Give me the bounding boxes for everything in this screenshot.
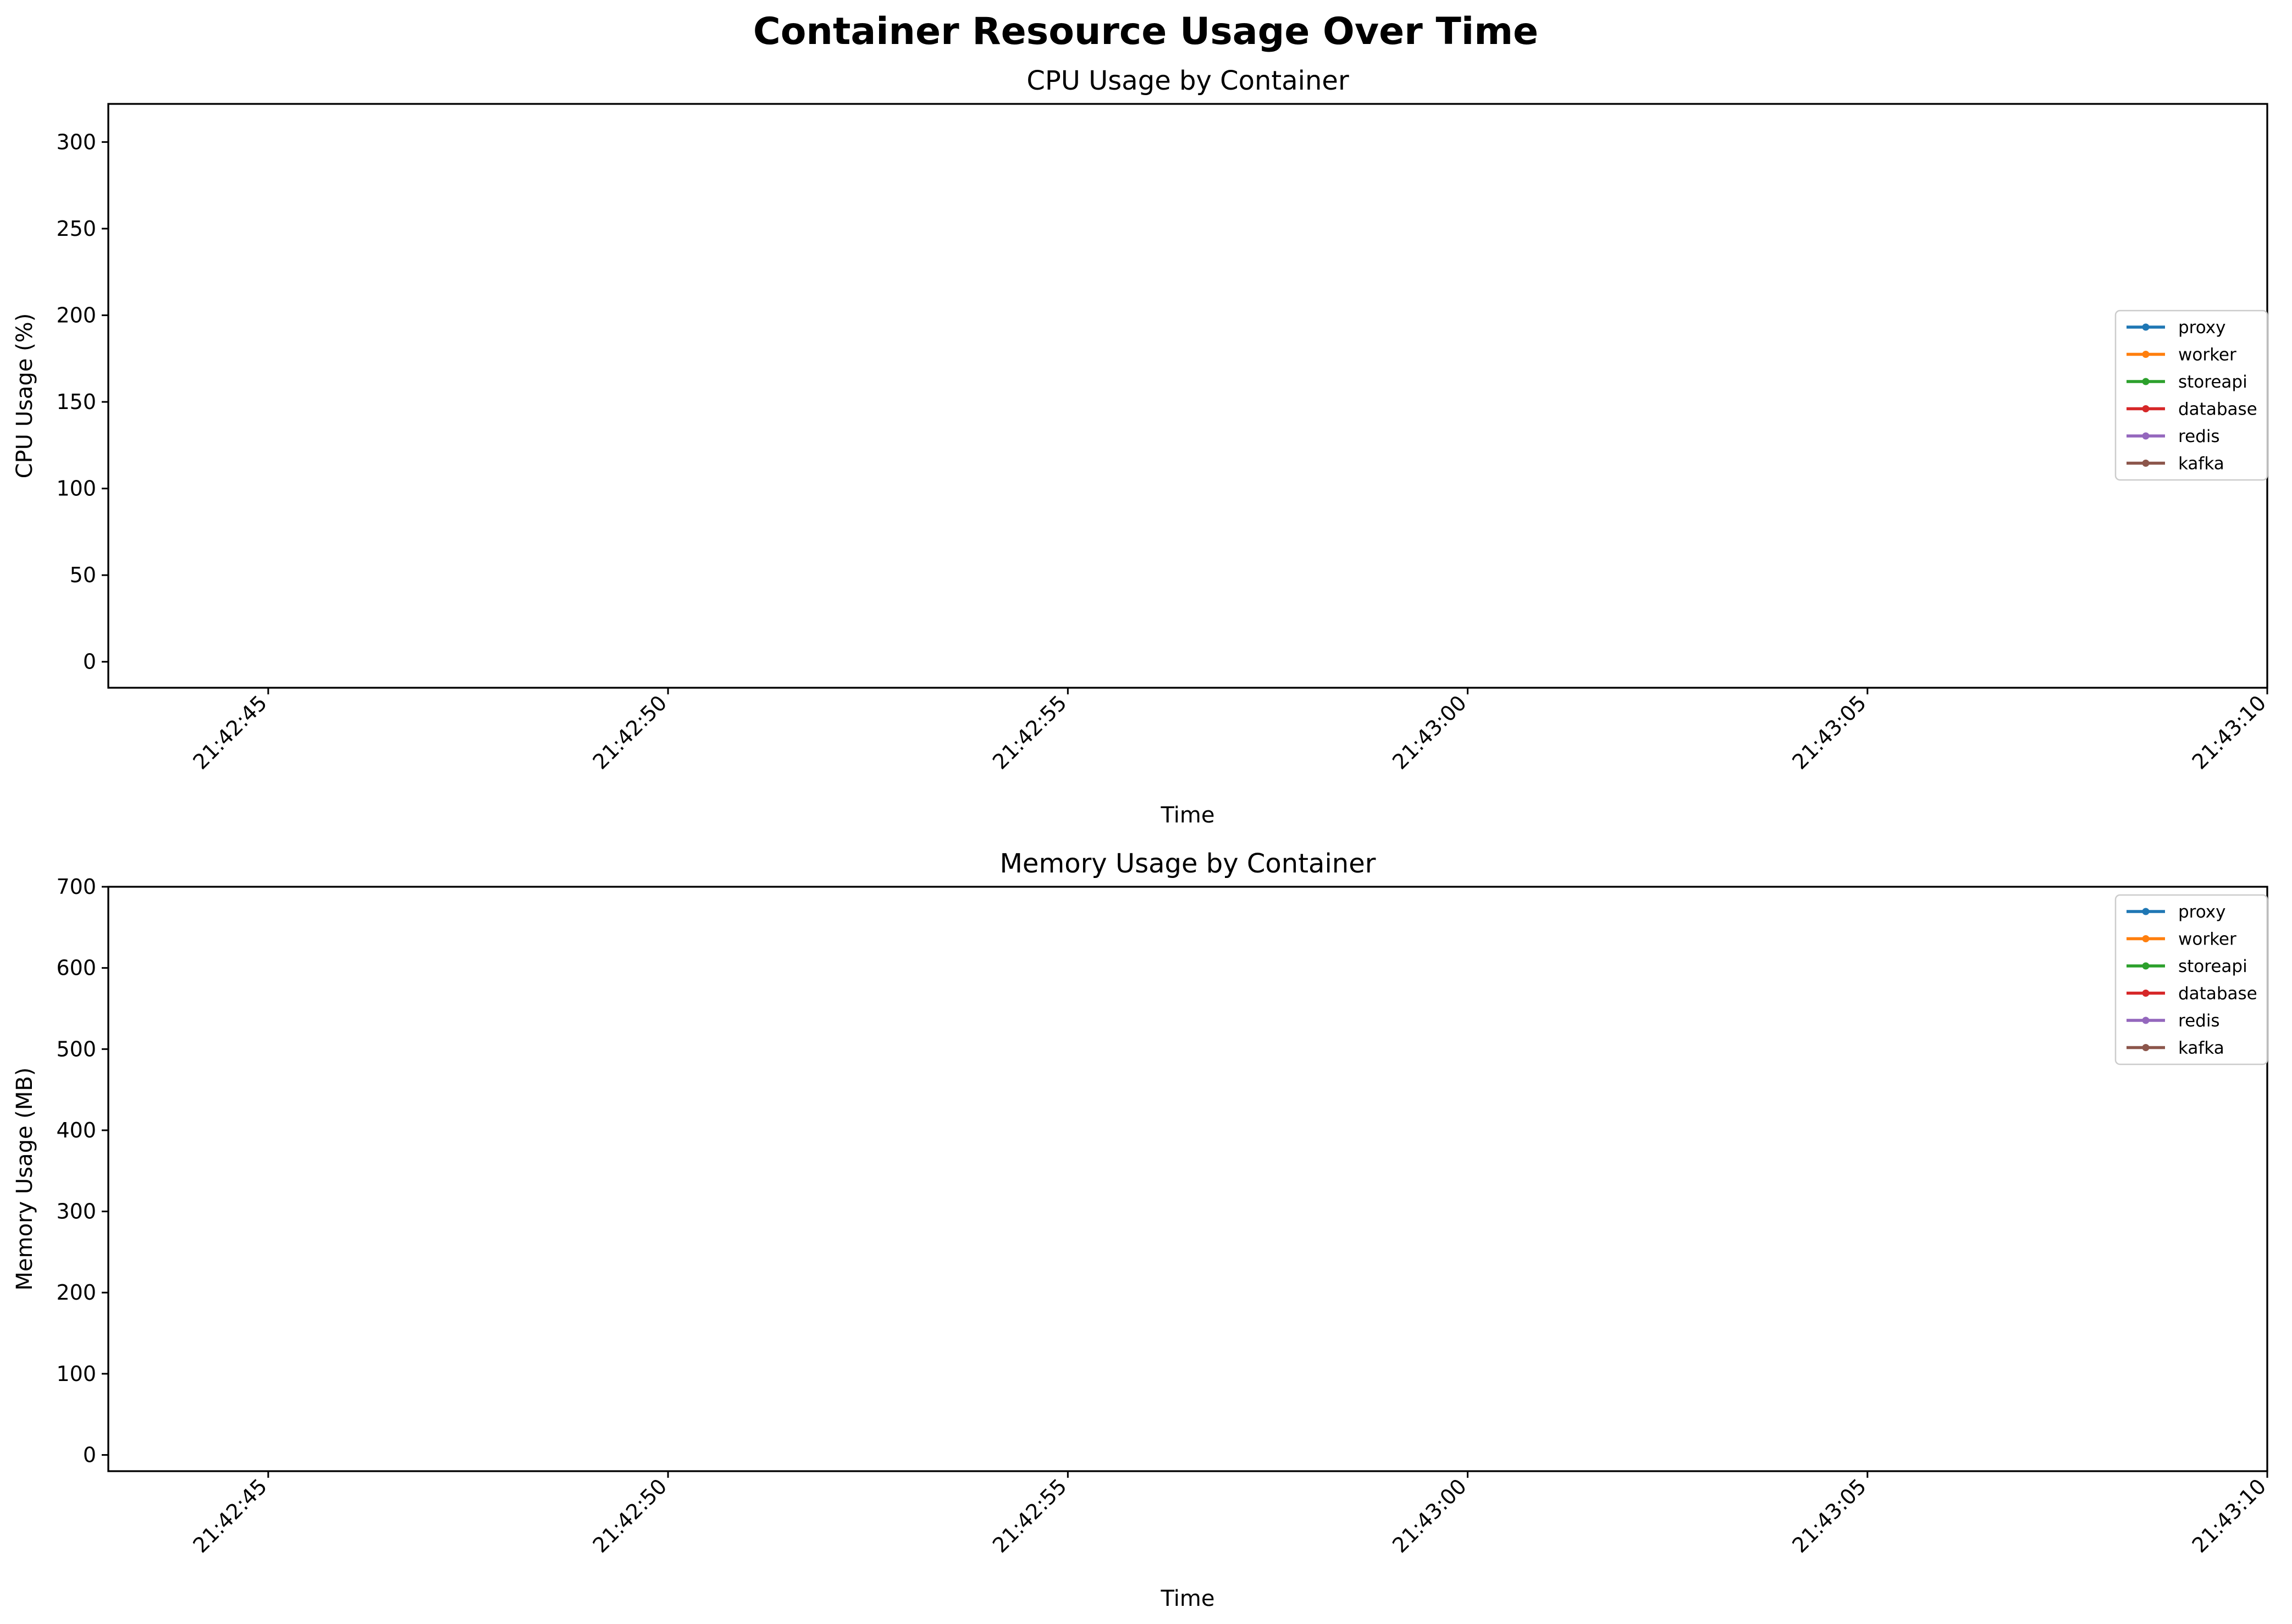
cpu-legend-marker-redis <box>2142 432 2150 440</box>
memory-y-tick-label: 300 <box>56 1200 96 1224</box>
memory-legend-label-database: database <box>2178 984 2257 1004</box>
cpu-y-tick-label: 50 <box>70 563 96 587</box>
memory-legend-label-proxy: proxy <box>2178 902 2225 922</box>
memory-y-axis-label: Memory Usage (MB) <box>12 1068 37 1291</box>
memory-legend: proxy worker storeapi database redis kafka <box>2114 894 2268 1065</box>
cpu-y-axis-label: CPU Usage (%) <box>12 313 37 479</box>
memory-plot-title: Memory Usage by Container <box>1000 848 1376 879</box>
memory-y-tick-label: 0 <box>83 1443 96 1467</box>
memory-legend-label-kafka: kafka <box>2178 1039 2224 1058</box>
cpu-x-axis-label: Time <box>1161 803 1215 828</box>
cpu-legend-label-redis: redis <box>2178 427 2220 446</box>
memory-legend-marker-redis <box>2142 1017 2150 1024</box>
cpu-y-tick-label: 0 <box>83 650 96 674</box>
memory-axes-frame <box>107 886 2268 1472</box>
cpu-legend-label-worker: worker <box>2178 345 2236 365</box>
cpu-legend-marker-proxy <box>2142 323 2150 331</box>
memory-legend-label-storeapi: storeapi <box>2178 957 2247 976</box>
memory-y-tick-label: 400 <box>56 1118 96 1142</box>
cpu-legend-label-database: database <box>2178 400 2257 419</box>
cpu-legend-label-kafka: kafka <box>2178 454 2224 474</box>
cpu-y-tick-label: 200 <box>56 303 96 327</box>
memory-y-tick-label: 700 <box>56 875 96 899</box>
memory-y-tick-label: 600 <box>56 956 96 980</box>
cpu-legend-marker-storeapi <box>2142 378 2150 385</box>
memory-legend-marker-worker <box>2142 935 2150 942</box>
cpu-legend: proxy worker storeapi database redis kafka <box>2114 310 2268 481</box>
cpu-legend-label-storeapi: storeapi <box>2178 372 2247 392</box>
cpu-y-tick-label: 250 <box>56 217 96 241</box>
cpu-y-tick-label: 300 <box>56 130 96 154</box>
memory-y-tick-label: 500 <box>56 1037 96 1061</box>
memory-y-tick-label: 100 <box>56 1362 96 1386</box>
cpu-plot-title: CPU Usage by Container <box>1026 65 1349 96</box>
cpu-y-tick-label: 100 <box>56 477 96 501</box>
cpu-y-tick-label: 150 <box>56 390 96 414</box>
memory-x-axis-label: Time <box>1161 1586 1215 1611</box>
cpu-legend-marker-worker <box>2142 351 2150 358</box>
cpu-axes-frame <box>107 103 2268 689</box>
cpu-legend-label-proxy: proxy <box>2178 318 2225 338</box>
memory-legend-marker-database <box>2142 990 2150 997</box>
cpu-legend-marker-kafka <box>2142 460 2150 467</box>
memory-legend-label-worker: worker <box>2178 930 2236 949</box>
memory-y-tick-label: 200 <box>56 1280 96 1305</box>
cpu-legend-marker-database <box>2142 405 2150 412</box>
memory-legend-marker-storeapi <box>2142 962 2150 970</box>
memory-legend-marker-kafka <box>2142 1044 2150 1051</box>
memory-legend-marker-proxy <box>2142 908 2150 915</box>
figure-title: Container Resource Usage Over Time <box>753 10 1538 53</box>
memory-legend-label-redis: redis <box>2178 1011 2220 1031</box>
